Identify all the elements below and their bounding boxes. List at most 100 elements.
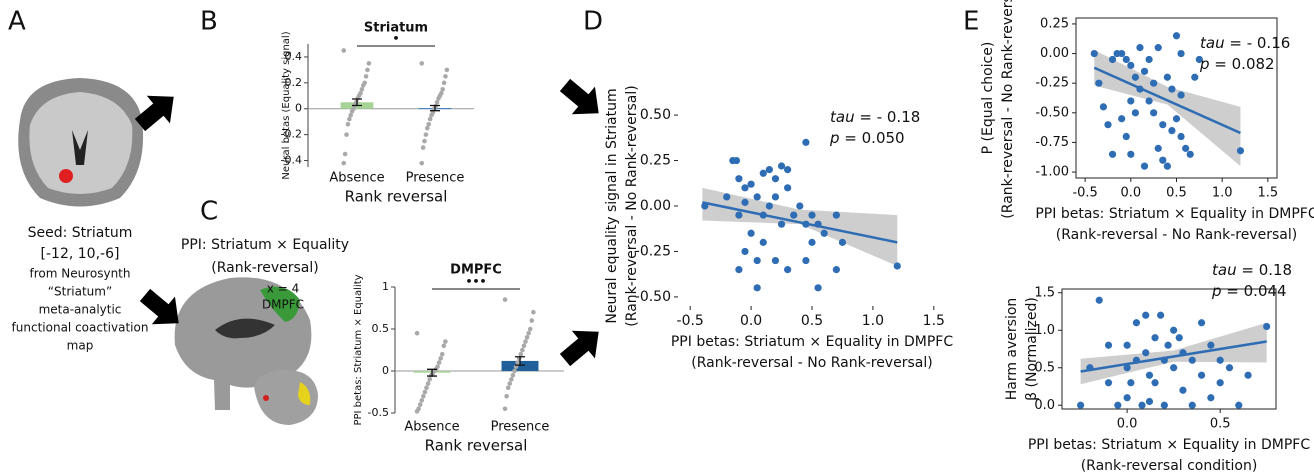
- arrow: [553, 71, 610, 127]
- data-point: [424, 386, 429, 391]
- data-point: [365, 68, 370, 73]
- x-tick-label: Presence: [406, 171, 465, 186]
- data-point: [1187, 151, 1194, 158]
- x-axis-label: (Rank-reversal - No Rank-reversal): [1056, 227, 1297, 243]
- data-point: [1177, 133, 1184, 140]
- data-point: [833, 211, 840, 218]
- data-point: [1077, 402, 1084, 409]
- ppi-text: PPI: Striatum × Equality: [181, 237, 349, 253]
- y-tick-label: -0.5: [368, 406, 389, 419]
- data-point: [1177, 50, 1184, 57]
- x-tick-label: Presence: [491, 420, 550, 435]
- data-point: [733, 157, 740, 164]
- data-point: [424, 132, 429, 137]
- data-point: [445, 68, 450, 73]
- data-point: [421, 394, 426, 399]
- data-point: [808, 211, 815, 218]
- x-tick-label: 1.5: [923, 313, 945, 329]
- data-point: [747, 181, 754, 188]
- data-point: [1157, 312, 1164, 319]
- significance-label: •••: [465, 275, 486, 288]
- x-tick-label: 0.0: [740, 313, 762, 329]
- annotation: p = 0.082: [1199, 55, 1275, 73]
- annotation-symbol: p: [829, 129, 840, 147]
- data-point: [1168, 127, 1175, 134]
- data-point: [754, 284, 761, 291]
- data-point: [1146, 372, 1153, 379]
- x-tick-label: 0.0: [1117, 417, 1138, 432]
- data-point: [512, 369, 517, 374]
- data-point: [343, 152, 348, 157]
- coronal-brain: [18, 78, 143, 207]
- data-point: [1109, 151, 1116, 158]
- data-point: [422, 139, 427, 144]
- data-point: [530, 318, 535, 323]
- x-tick-label: 0.0: [1120, 186, 1141, 201]
- data-point: [421, 145, 426, 150]
- data-point: [1173, 32, 1180, 39]
- data-point: [1155, 145, 1162, 152]
- data-point: [1136, 44, 1143, 51]
- data-point: [423, 390, 428, 395]
- data-point: [1263, 323, 1270, 330]
- data-point: [784, 166, 791, 173]
- data-point: [443, 339, 448, 344]
- data-point: [784, 184, 791, 191]
- data-point: [504, 394, 509, 399]
- page: A B C D E Seed: Striatum [-12, 10,-6] fr…: [0, 0, 1314, 473]
- data-point: [1179, 387, 1186, 394]
- y-tick-label: -0.75: [1035, 135, 1069, 150]
- data-point: [766, 202, 773, 209]
- data-point: [1109, 56, 1116, 63]
- data-point: [1170, 364, 1177, 371]
- x-tick-label: -0.5: [1072, 186, 1097, 201]
- data-point: [515, 360, 520, 365]
- y-tick-label: 0.25: [1040, 16, 1069, 31]
- data-point: [367, 61, 372, 66]
- data-point: [1217, 357, 1224, 364]
- annotation-text: = - 0.18: [855, 108, 921, 126]
- data-point: [443, 74, 448, 79]
- data-point: [735, 266, 742, 273]
- y-axis-label: (Rank-reversal - No Rank-reversal): [624, 85, 640, 326]
- data-point: [437, 360, 442, 365]
- data-point: [735, 175, 742, 182]
- data-point: [1177, 91, 1184, 98]
- data-point: [1150, 80, 1157, 87]
- data-point: [506, 386, 511, 391]
- data-point: [1198, 372, 1205, 379]
- significance-label: •: [392, 32, 399, 45]
- data-point: [1150, 109, 1157, 116]
- data-point: [1104, 121, 1111, 128]
- data-point: [520, 348, 525, 353]
- data-point: [1133, 319, 1140, 326]
- panel-letter: A: [8, 7, 26, 37]
- x-tick-label: 0.5: [801, 313, 823, 329]
- data-point: [518, 352, 523, 357]
- x-tick-label: 0.5: [1166, 186, 1187, 201]
- data-point: [1226, 364, 1233, 371]
- data-point: [1141, 163, 1148, 170]
- y-tick-label: 0.00: [1040, 46, 1069, 61]
- seed-text: from Neurosynth: [30, 267, 131, 281]
- data-point: [1207, 342, 1214, 349]
- annotation: tau = - 0.18: [830, 108, 920, 126]
- data-point: [523, 339, 528, 344]
- data-point: [440, 352, 445, 357]
- data-point: [760, 170, 767, 177]
- data-point: [426, 381, 431, 386]
- data-point: [442, 81, 447, 86]
- data-point: [747, 230, 754, 237]
- annotation-text: = 0.082: [1210, 55, 1275, 73]
- annotation-text: = 0.044: [1222, 282, 1287, 300]
- data-point: [1138, 402, 1145, 409]
- data-point: [1146, 398, 1153, 405]
- data-point: [344, 132, 349, 137]
- x-tick-label: 1.5: [1258, 186, 1279, 201]
- data-point: [1127, 97, 1134, 104]
- data-point: [1168, 86, 1175, 93]
- data-point: [723, 193, 730, 200]
- data-point: [1141, 68, 1148, 75]
- data-point: [1176, 334, 1183, 341]
- data-point: [1118, 50, 1125, 57]
